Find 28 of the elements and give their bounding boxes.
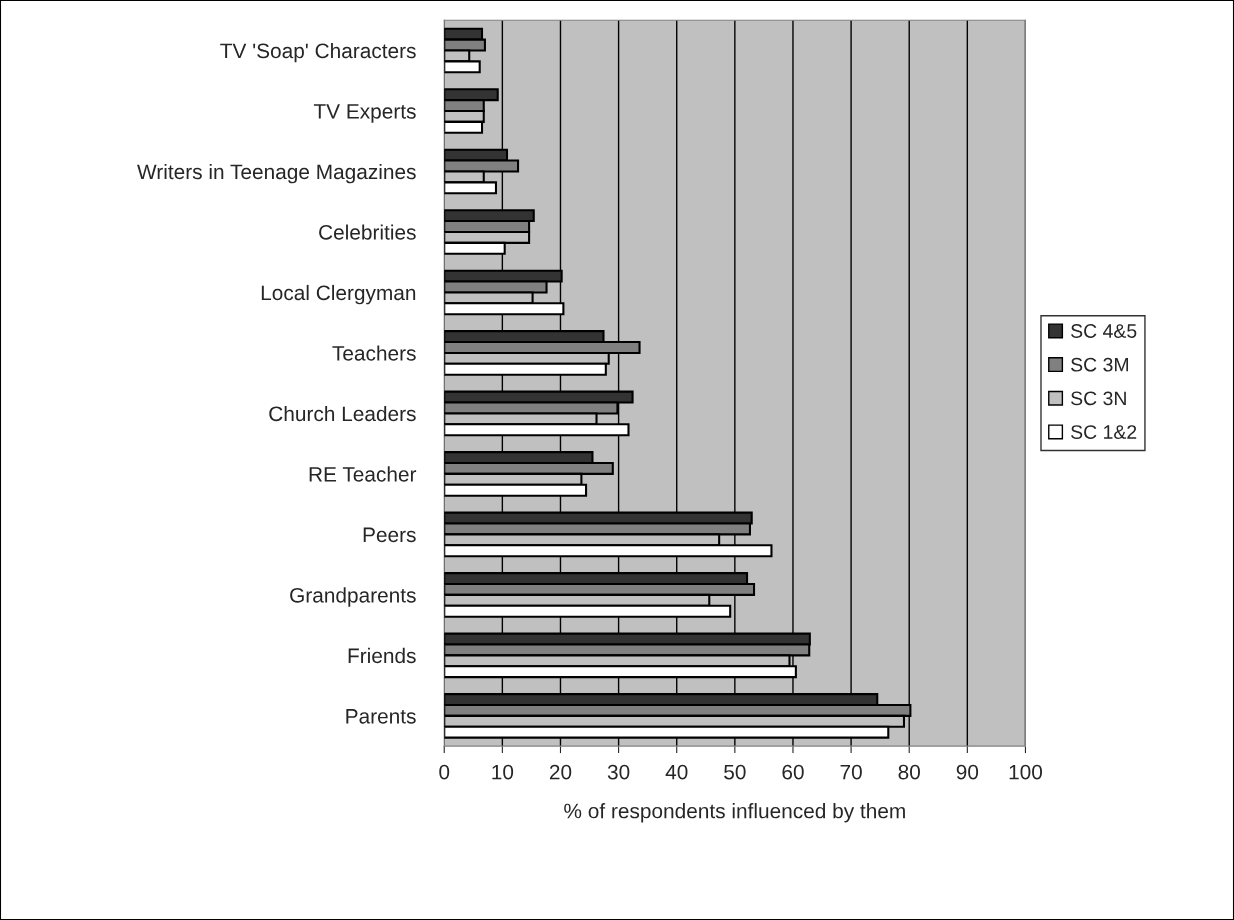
x-tick-label: 100 <box>1009 764 1043 780</box>
y-tick-label: Writers in Teenage Magazines <box>137 163 416 184</box>
y-tick-label: Church Leaders <box>269 405 416 422</box>
y-tick-label: Peers <box>363 527 416 543</box>
y-tick-label: Celebrities <box>319 224 416 240</box>
x-tick-label: 0 <box>439 764 450 780</box>
legend-label: SC 1&2 <box>1071 425 1137 439</box>
x-tick-label: 10 <box>492 764 514 780</box>
x-tick-label: 20 <box>549 764 572 780</box>
legend-label: SC 3N <box>1071 391 1126 406</box>
x-tick-label: 70 <box>840 764 862 780</box>
x-tick-label: 60 <box>782 764 804 780</box>
y-tick-label: Grandparents <box>290 587 416 607</box>
y-tick-label: TV 'Soap' Characters <box>220 42 416 63</box>
y-tick-label: Local Clergyman <box>261 284 416 305</box>
legend-label: SC 4&5 <box>1071 324 1137 338</box>
x-tick-label: 30 <box>607 764 630 780</box>
y-tick-label: RE Teacher <box>309 466 417 482</box>
x-axis-title: % of respondents influenced by them <box>564 803 905 823</box>
x-tick-label: 40 <box>665 764 688 780</box>
x-tick-label: 90 <box>956 764 979 780</box>
y-tick-label: Teachers <box>332 345 416 361</box>
y-tick-label: TV Experts <box>313 104 416 123</box>
y-tick-label: Friends <box>348 647 416 664</box>
legend-label: SC 3M <box>1071 357 1128 372</box>
y-tick-label: Parents <box>346 709 416 724</box>
x-tick-label: 80 <box>898 764 920 780</box>
x-tick-label: 50 <box>724 764 746 780</box>
